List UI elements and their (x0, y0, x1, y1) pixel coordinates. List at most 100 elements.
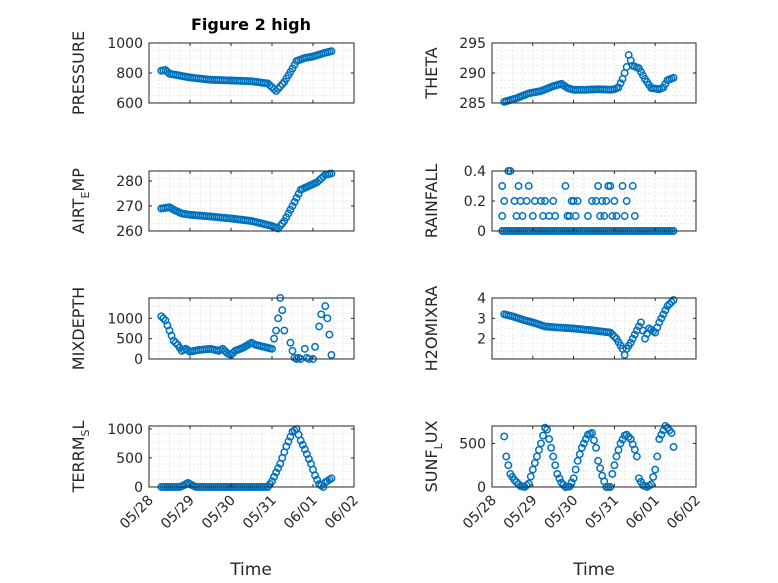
subplot-h2omixra: 2 3 4 H2OMIXRA (422, 286, 697, 371)
data-point (583, 212, 592, 220)
data-point (606, 182, 615, 190)
data-point (171, 338, 180, 347)
data-point (500, 197, 509, 205)
data-point (290, 197, 299, 206)
y-tick-label: 290 (459, 66, 486, 82)
data-point (157, 312, 166, 321)
data-point (669, 73, 678, 82)
data-point (655, 318, 664, 327)
data-point (296, 436, 305, 445)
data-point (612, 212, 621, 220)
data-point (539, 431, 547, 440)
y-tick-label: 800 (116, 66, 143, 82)
data-point (588, 197, 596, 205)
subplot-sun-flux: 05/28 05/29 05/30 05/31 06/01 06/02 0 500 SUNFLU… (422, 421, 704, 533)
y-tick-label: 4 (477, 291, 486, 307)
y-axis-label: PRESSURE (69, 31, 88, 115)
data-point (657, 314, 666, 323)
data-point (537, 197, 545, 205)
data-point (272, 87, 281, 95)
x-tick-label: 05/31 (582, 493, 622, 533)
data-point (669, 296, 678, 304)
data-point (270, 334, 278, 343)
x-tick-label: 05/28 (117, 493, 157, 533)
y-tick-label: 500 (459, 436, 486, 452)
axes-box (148, 297, 355, 360)
data-point (313, 475, 322, 484)
axes-box (148, 170, 355, 232)
data-point (630, 445, 639, 454)
data-point (622, 197, 631, 205)
data-point (594, 182, 603, 190)
data-point (274, 84, 283, 93)
data-point (616, 439, 625, 448)
data-point (573, 456, 582, 465)
data-point (571, 465, 580, 474)
data-point (522, 481, 531, 490)
data-point (518, 212, 527, 220)
y-tick-label: 0 (477, 224, 486, 240)
y-axis-label: TERRMSL (69, 421, 92, 494)
y-axis-label: RAINFALL (422, 164, 441, 239)
data-point (218, 344, 227, 353)
data-point (655, 435, 664, 444)
data-point (592, 443, 600, 452)
y-tick-label: 280 (116, 174, 143, 190)
data-point (667, 429, 676, 437)
data-point (610, 332, 619, 341)
data-point (504, 461, 513, 470)
data-point (618, 182, 627, 190)
data-point (298, 440, 307, 449)
data-point (317, 310, 326, 319)
data-point (665, 300, 674, 309)
x-tick-label: 05/29 (501, 493, 541, 533)
figure-title: Figure 2 high (191, 15, 311, 34)
data-point (667, 298, 676, 307)
data-point (272, 468, 281, 477)
data-point (541, 423, 549, 432)
x-tick-label: 05/31 (240, 493, 280, 533)
data-point (647, 480, 656, 489)
y-axis-label: AIRTEMP (69, 168, 92, 234)
axes-box (148, 425, 355, 488)
data-point (272, 326, 281, 335)
data-point (569, 197, 578, 205)
data-point (649, 473, 658, 481)
data-point (524, 182, 533, 190)
y-tick-label: 500 (116, 451, 143, 467)
data-point (596, 212, 605, 220)
y-tick-label: 0 (477, 480, 486, 496)
data-point (276, 82, 285, 91)
subplot-grid: 600 800 1000 PRESSURE 285 290 295 THETA 260 270 28… (69, 31, 704, 532)
data-point (669, 442, 678, 451)
data-point (498, 182, 507, 190)
y-tick-label: 1000 (107, 36, 143, 52)
data-point (327, 350, 336, 359)
data-point (657, 430, 666, 439)
axes-box (491, 297, 697, 360)
data-point (327, 474, 336, 483)
data-point (551, 212, 560, 220)
y-tick-label: 285 (459, 96, 486, 112)
y-tick-label: 1000 (107, 422, 143, 438)
data-point (270, 472, 278, 481)
data-point (510, 476, 519, 484)
data-point (616, 79, 625, 88)
data-point (280, 326, 289, 335)
data-point (315, 322, 324, 331)
data-point (551, 461, 560, 470)
data-point (319, 172, 328, 181)
y-tick-label: 0 (134, 352, 143, 368)
data-point (498, 212, 507, 220)
data-point (651, 465, 660, 474)
data-point (514, 182, 523, 190)
data-point (547, 443, 556, 452)
data-point (569, 474, 578, 483)
data-point (561, 182, 570, 190)
data-point (512, 478, 521, 487)
x-axis-label-left: Time (229, 560, 272, 580)
data-point (327, 169, 336, 178)
x-axis-label-right: Time (572, 560, 615, 580)
x-tick-label: 05/30 (199, 493, 239, 533)
